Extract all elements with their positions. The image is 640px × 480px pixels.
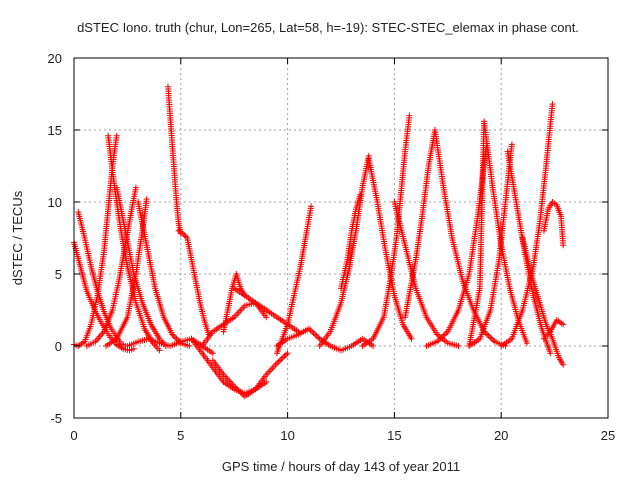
data-point — [560, 321, 567, 328]
data-arc — [135, 199, 193, 349]
data-point — [357, 191, 364, 198]
data-arc — [164, 83, 184, 237]
x-tick-label: 10 — [280, 428, 294, 443]
data-point — [312, 331, 319, 338]
y-tick-label: 20 — [48, 51, 62, 66]
data-point — [113, 132, 120, 139]
data-arc — [359, 112, 413, 349]
data-arc — [83, 184, 139, 349]
data-arc — [175, 227, 212, 338]
data-point — [485, 332, 492, 339]
data-arc — [540, 317, 567, 342]
data-point — [181, 232, 188, 239]
data-arc — [199, 299, 270, 349]
data-point — [179, 230, 186, 237]
data-point — [307, 327, 314, 334]
x-tick-label: 25 — [601, 428, 615, 443]
data-arc — [423, 144, 490, 349]
data-point — [170, 332, 177, 339]
data-point — [283, 351, 290, 358]
data-point — [406, 112, 413, 119]
data-point — [209, 350, 216, 357]
data-arc — [338, 191, 364, 292]
data-point — [284, 350, 291, 357]
axis-ticks: 0 5 10 15 20 25 -5 0 5 10 15 20 — [48, 51, 616, 443]
data-arc — [498, 101, 556, 349]
data-arc — [540, 199, 567, 249]
y-tick-label: 10 — [48, 195, 62, 210]
data-point — [370, 343, 377, 349]
data-point — [488, 335, 495, 342]
data-point — [508, 141, 515, 148]
y-tick-label: 15 — [48, 123, 62, 138]
data-point — [281, 353, 288, 360]
data-point — [560, 361, 567, 368]
data-point — [156, 347, 163, 354]
data-point — [315, 334, 322, 341]
data-point — [310, 330, 317, 337]
data-point — [280, 354, 287, 361]
chart-title: dSTEC Iono. truth (chur, Lon=265, Lat=58… — [77, 20, 579, 35]
x-tick-label: 20 — [494, 428, 508, 443]
data-point — [523, 340, 530, 347]
data-point — [182, 233, 189, 240]
data-point — [308, 203, 315, 210]
x-tick-label: 5 — [177, 428, 184, 443]
data-point — [487, 334, 494, 341]
data-point — [455, 343, 462, 349]
data-arc — [273, 203, 315, 357]
data-point — [275, 358, 282, 365]
data-point — [408, 335, 415, 342]
grid-lines — [74, 58, 608, 418]
y-tick-label: -5 — [50, 411, 62, 426]
data-arc — [391, 199, 462, 349]
data-point — [169, 331, 176, 338]
data-point — [172, 334, 179, 341]
data-arc — [220, 271, 248, 335]
data-arc — [316, 152, 372, 349]
data-arc — [466, 118, 530, 349]
data-point — [186, 343, 193, 349]
data-point — [549, 101, 556, 108]
data-point — [278, 355, 285, 362]
data-arc — [209, 350, 291, 400]
data-arc — [105, 132, 163, 354]
data-point — [143, 196, 150, 203]
y-axis-label: dSTEC / TECUs — [10, 190, 25, 285]
data-point — [276, 357, 283, 364]
data-arc — [519, 235, 567, 368]
data-point — [313, 332, 320, 339]
data-points — [71, 83, 567, 400]
data-arc — [365, 155, 415, 342]
data-point — [132, 184, 139, 191]
data-point — [263, 379, 270, 385]
x-tick-label: 0 — [70, 428, 77, 443]
data-point — [560, 242, 567, 249]
data-arc — [431, 127, 509, 349]
data-point — [547, 350, 554, 357]
data-point — [130, 345, 137, 352]
data-point — [263, 314, 270, 321]
y-tick-label: 5 — [55, 267, 62, 282]
plot-frame — [73, 57, 609, 419]
x-tick-label: 15 — [387, 428, 401, 443]
y-tick-label: 0 — [55, 339, 62, 354]
x-axis-label: GPS time / hours of day 143 of year 2011 — [222, 459, 460, 474]
